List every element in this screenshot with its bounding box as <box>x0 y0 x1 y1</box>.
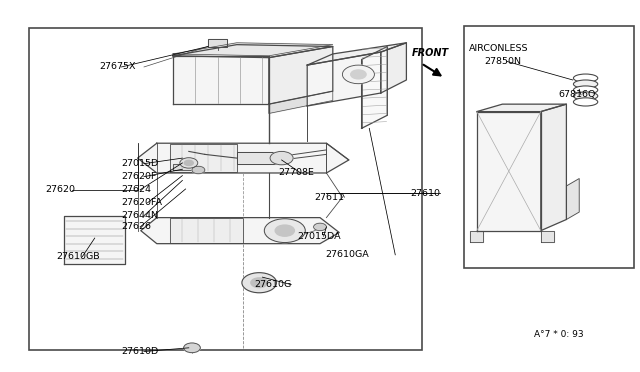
Polygon shape <box>173 164 192 170</box>
Polygon shape <box>237 152 282 164</box>
Polygon shape <box>170 144 237 172</box>
Polygon shape <box>381 43 406 93</box>
Text: 27610: 27610 <box>410 189 440 198</box>
Text: 27620FA: 27620FA <box>122 198 163 207</box>
Text: 27015D: 27015D <box>122 159 159 168</box>
Ellipse shape <box>573 74 598 82</box>
Circle shape <box>242 273 276 293</box>
Text: FRONT: FRONT <box>412 48 449 58</box>
Polygon shape <box>173 56 269 104</box>
Circle shape <box>351 70 366 79</box>
Text: 27708E: 27708E <box>278 169 314 177</box>
Text: 27675X: 27675X <box>99 62 136 71</box>
Polygon shape <box>541 231 554 242</box>
Text: 27644N: 27644N <box>122 211 159 220</box>
Polygon shape <box>307 52 381 106</box>
Polygon shape <box>141 218 339 244</box>
Polygon shape <box>269 46 333 104</box>
Bar <box>29 28 422 350</box>
Polygon shape <box>170 218 243 243</box>
Polygon shape <box>269 91 333 113</box>
Polygon shape <box>477 112 541 231</box>
Text: A°7 * 0: 93: A°7 * 0: 93 <box>534 330 584 339</box>
Text: 27610GB: 27610GB <box>56 252 100 261</box>
Ellipse shape <box>573 80 598 88</box>
Circle shape <box>270 151 293 165</box>
Circle shape <box>184 343 200 353</box>
Text: 27610GA: 27610GA <box>326 250 369 259</box>
Text: 27610G: 27610G <box>254 280 291 289</box>
Polygon shape <box>477 104 566 112</box>
Text: 27620: 27620 <box>45 185 75 194</box>
Text: 27620F: 27620F <box>122 172 157 181</box>
Circle shape <box>184 160 193 166</box>
Circle shape <box>251 278 268 288</box>
Circle shape <box>264 219 305 243</box>
Polygon shape <box>138 143 349 173</box>
Circle shape <box>180 158 198 168</box>
Polygon shape <box>470 231 483 242</box>
Text: 27624: 27624 <box>122 185 152 194</box>
Polygon shape <box>64 216 125 264</box>
Ellipse shape <box>573 92 598 100</box>
Polygon shape <box>173 45 333 58</box>
Circle shape <box>192 166 205 174</box>
Ellipse shape <box>573 98 598 106</box>
Text: 27850N: 27850N <box>484 57 522 66</box>
Circle shape <box>275 225 294 236</box>
Bar <box>464 26 634 268</box>
Text: 27611: 27611 <box>314 193 344 202</box>
Ellipse shape <box>573 86 598 94</box>
Text: 27015DA: 27015DA <box>298 232 341 241</box>
Polygon shape <box>208 39 227 46</box>
Circle shape <box>342 65 374 84</box>
Polygon shape <box>541 104 566 231</box>
Text: 67816Q: 67816Q <box>559 90 596 99</box>
Text: AIRCONLESS: AIRCONLESS <box>469 44 529 53</box>
Polygon shape <box>173 43 333 56</box>
Polygon shape <box>362 46 387 128</box>
Polygon shape <box>307 43 406 65</box>
Polygon shape <box>566 179 579 219</box>
Text: 27610D: 27610D <box>122 347 159 356</box>
Text: 27626: 27626 <box>122 222 152 231</box>
Circle shape <box>314 223 326 231</box>
